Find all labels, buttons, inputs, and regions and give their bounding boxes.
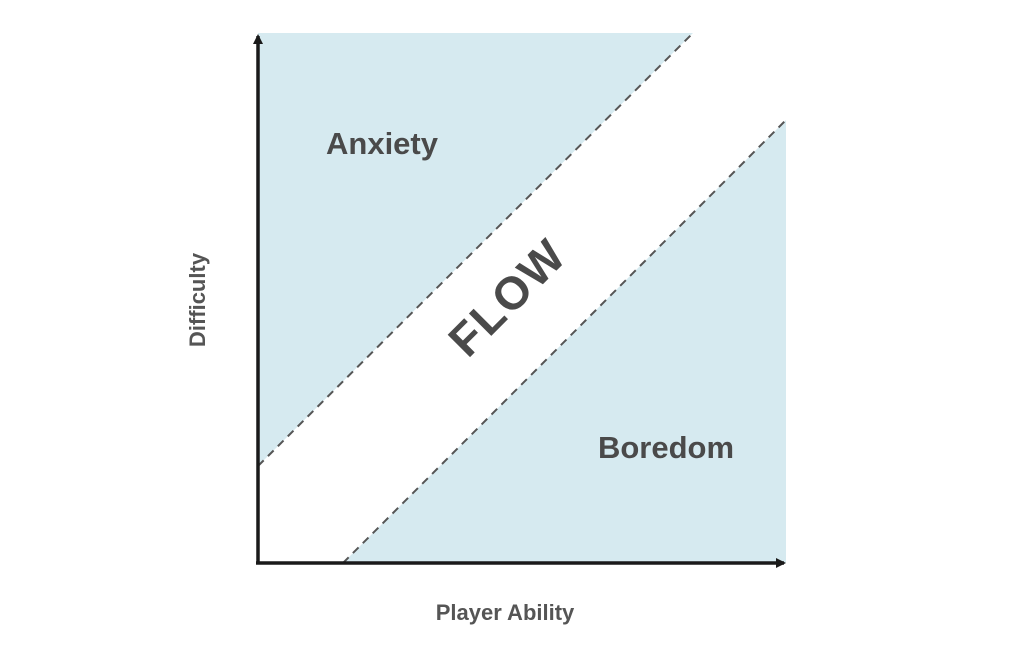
anxiety-label: Anxiety <box>326 126 439 161</box>
x-axis-label: Player Ability <box>436 600 575 625</box>
upper-boundary-line <box>257 32 694 467</box>
anxiety-zone <box>258 33 693 466</box>
y-axis-label: Difficulty <box>185 252 210 347</box>
lower-boundary-line <box>342 119 787 564</box>
boredom-label: Boredom <box>598 430 734 465</box>
